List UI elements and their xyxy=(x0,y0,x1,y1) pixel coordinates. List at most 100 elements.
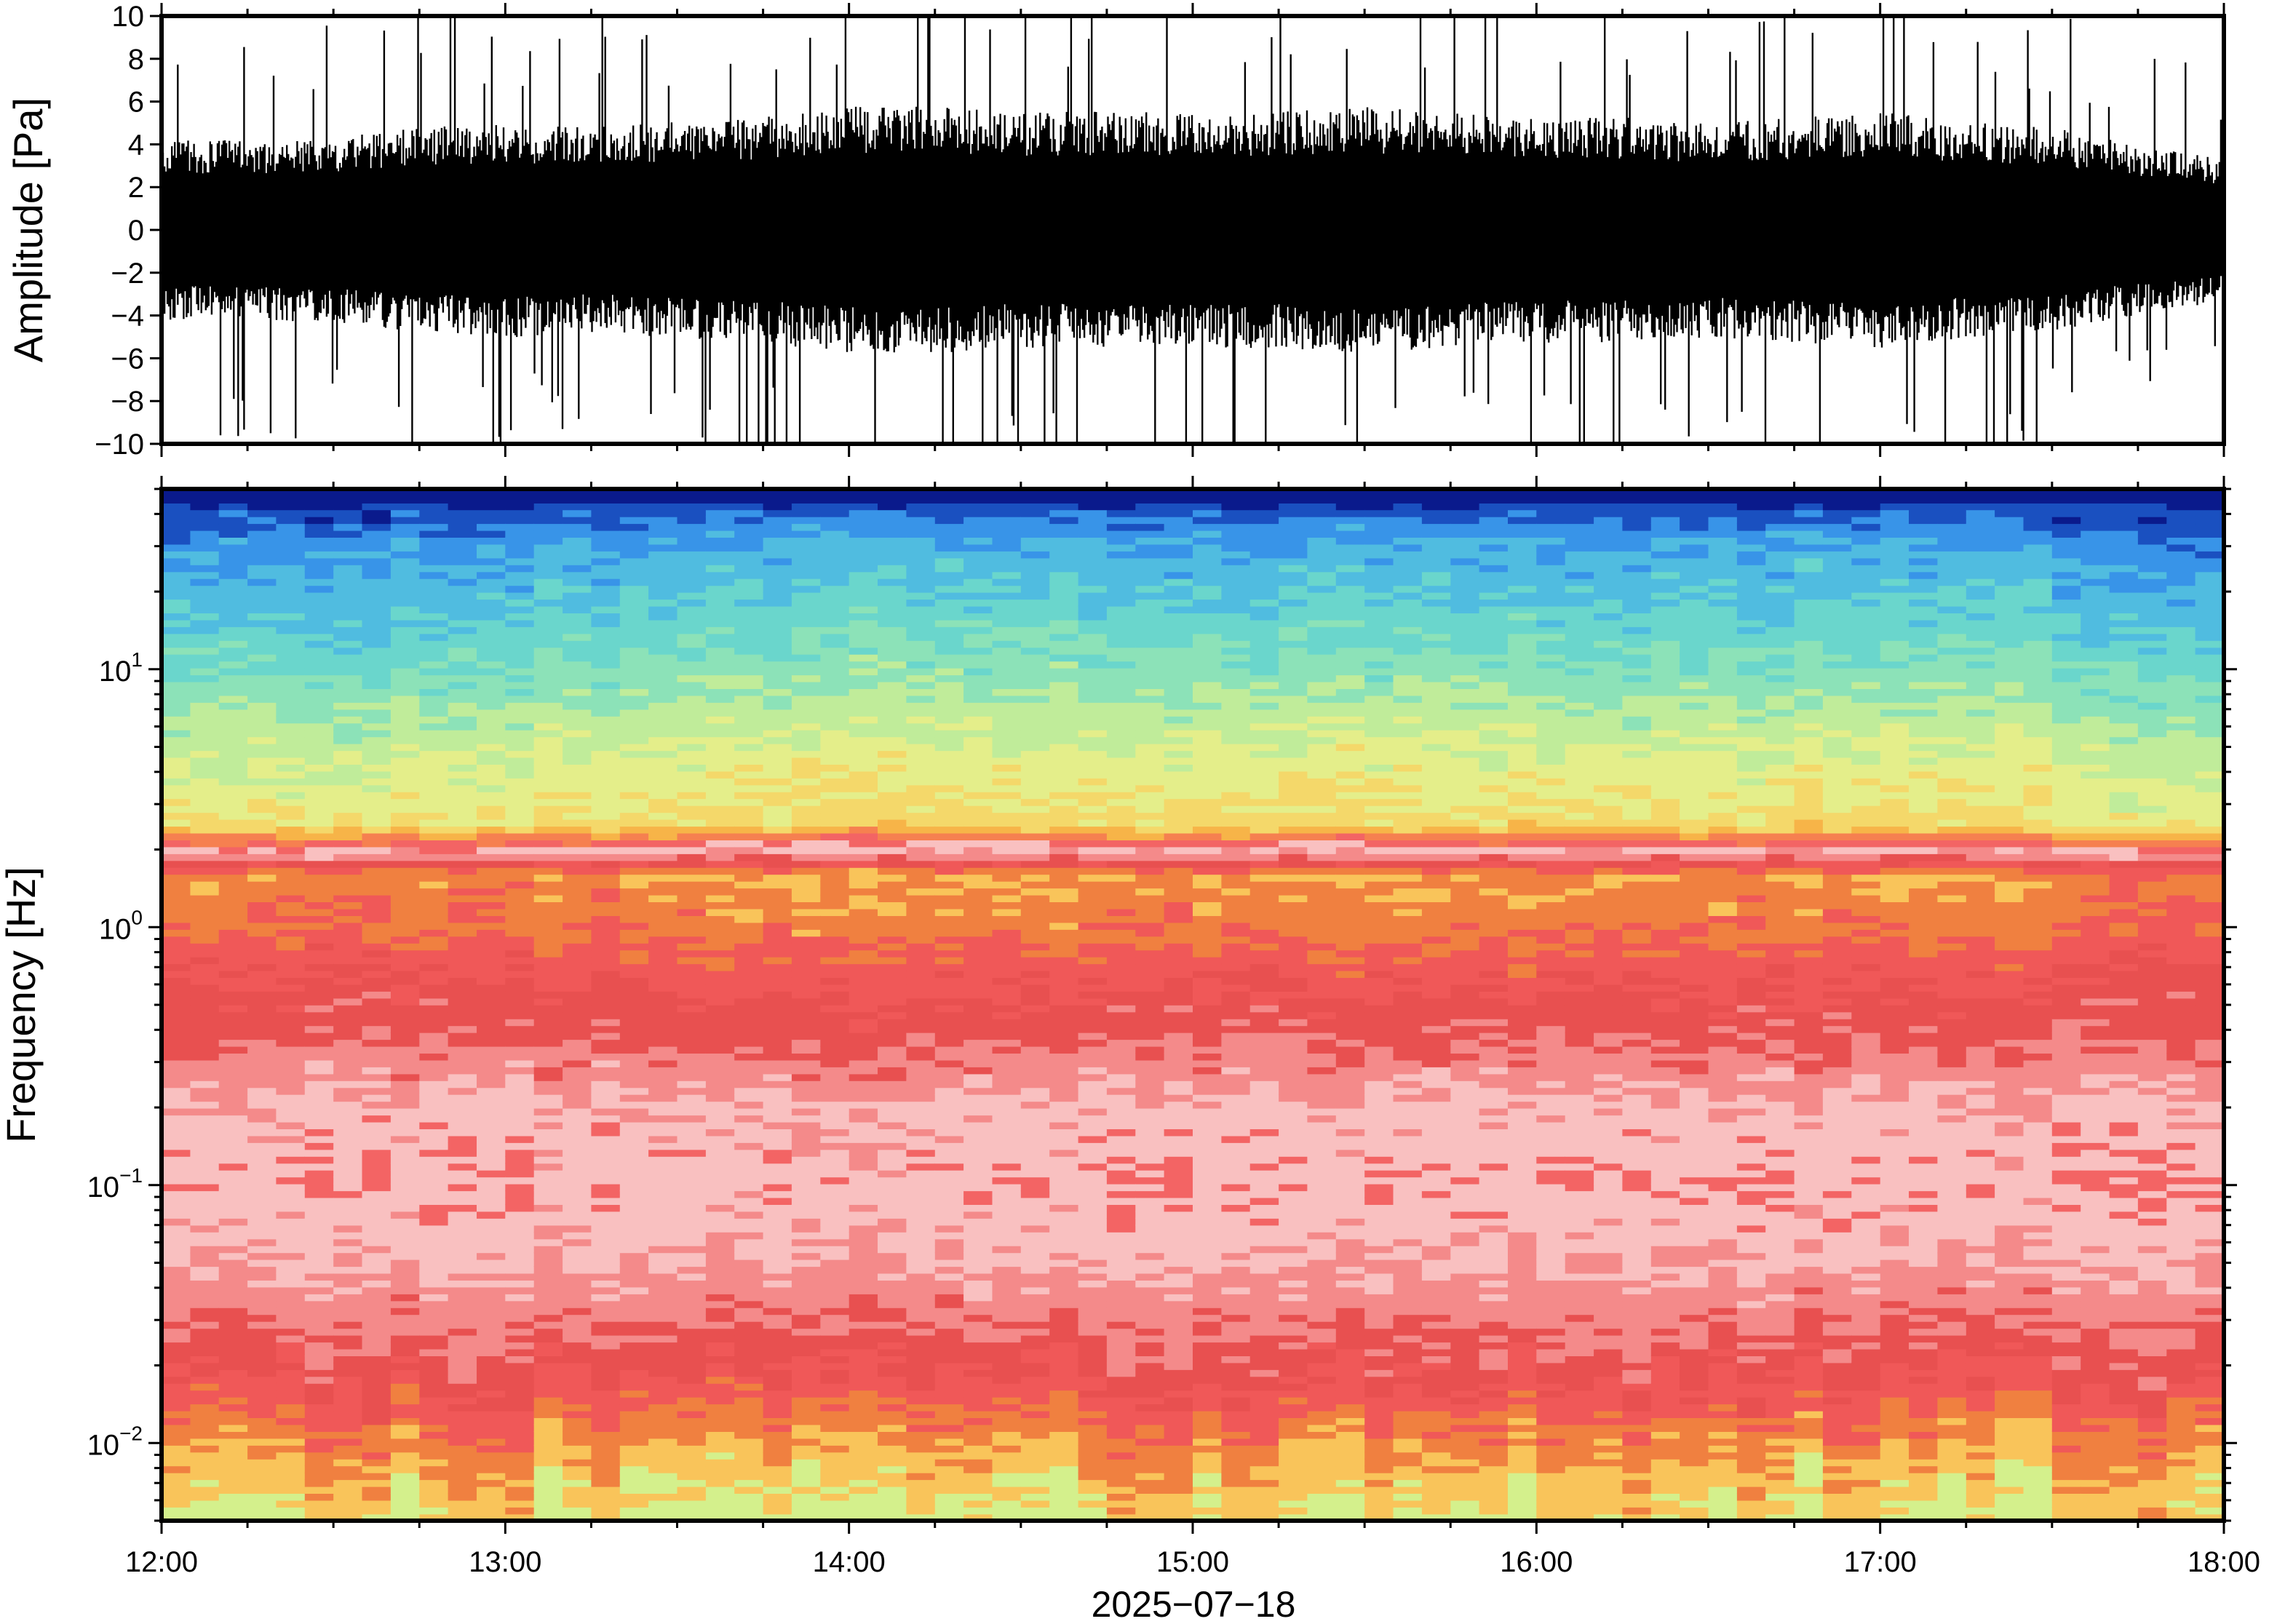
spectrogram-cell xyxy=(963,1149,993,1157)
spectrogram-cell xyxy=(218,1011,248,1019)
spectrogram-cell xyxy=(648,1417,678,1425)
spectrogram-cell xyxy=(276,1018,306,1027)
spectrogram-cell xyxy=(963,1410,993,1418)
spectrogram-cell xyxy=(791,1286,822,1294)
spectrogram-cell xyxy=(1049,1238,1079,1246)
spectrogram-cell xyxy=(218,1149,248,1157)
spectrogram-cell xyxy=(477,963,506,971)
spectrogram-cell xyxy=(992,1115,1022,1123)
spectrogram-cell xyxy=(1078,880,1108,889)
spectrogram-cell xyxy=(705,578,736,586)
spectrogram-cell xyxy=(533,1376,563,1384)
spectrogram-cell xyxy=(533,1149,563,1157)
spectrogram-cell xyxy=(934,647,964,655)
spectrogram-cell xyxy=(705,1410,736,1418)
spectrogram-cell xyxy=(505,1059,535,1067)
spectrogram-cell xyxy=(878,674,907,682)
spectrogram-cell xyxy=(791,1472,822,1481)
spectrogram-cell xyxy=(563,674,592,682)
spectrogram-cell xyxy=(849,1472,878,1481)
spectrogram-cell xyxy=(390,537,421,545)
spectrogram-cell xyxy=(1049,757,1079,765)
spectrogram-cell xyxy=(992,1438,1022,1446)
spectrogram-cell xyxy=(190,1424,220,1432)
spectrogram-cell xyxy=(591,661,621,669)
spectrogram-cell xyxy=(734,874,764,882)
spectrogram-cell xyxy=(247,1225,277,1233)
spectrogram-cell xyxy=(247,826,277,834)
spectrogram-cell xyxy=(448,716,477,724)
spectrogram-cell xyxy=(505,667,535,676)
spectrogram-cell xyxy=(448,1018,477,1027)
spectrogram-cell xyxy=(477,729,506,738)
spectrogram-cell xyxy=(1078,1376,1108,1384)
spectrogram-cell xyxy=(591,688,621,696)
spectrogram-cell xyxy=(563,819,592,827)
spectrogram-cell xyxy=(849,888,878,896)
spectrogram-cell xyxy=(1020,936,1050,944)
spectrogram-cell xyxy=(591,565,621,573)
spectrogram-cell xyxy=(791,1513,822,1521)
spectrogram-cell xyxy=(563,880,592,889)
spectrogram-cell xyxy=(276,667,306,676)
spectrogram-cell xyxy=(333,1218,363,1226)
spectrogram-cell xyxy=(247,853,277,861)
spectrogram-cell xyxy=(533,653,563,662)
spectrogram-cell xyxy=(533,1190,563,1198)
spectrogram-cell xyxy=(218,509,248,517)
spectrogram-cell xyxy=(477,1445,506,1453)
spectrogram-cell xyxy=(276,956,306,965)
spectrogram-cell xyxy=(390,860,421,868)
spectrogram-cell xyxy=(992,1101,1022,1109)
spectrogram-cell xyxy=(276,1059,306,1067)
spectrogram-cell xyxy=(791,1424,822,1432)
spectrogram-cell xyxy=(333,619,363,627)
spectrogram-cell xyxy=(705,1142,736,1150)
spectrogram-cell xyxy=(533,729,563,738)
spectrogram-cell xyxy=(1020,784,1050,792)
spectrogram-cell xyxy=(276,1396,306,1405)
spectrogram-cell xyxy=(190,840,220,848)
spectrogram-cell xyxy=(849,1300,878,1308)
spectrogram-cell xyxy=(963,750,993,758)
spectrogram-cell xyxy=(333,984,363,992)
spectrogram-cell xyxy=(963,998,993,1006)
spectrogram-cell xyxy=(619,963,649,971)
spectrogram-cell xyxy=(390,1280,421,1288)
spectrogram-cell xyxy=(247,1005,277,1013)
spectrogram-cell xyxy=(1020,1390,1050,1398)
spectrogram-cell xyxy=(218,530,248,538)
spectrogram-cell xyxy=(734,840,764,848)
spectrogram-cell xyxy=(791,1417,822,1425)
spectrogram-cell xyxy=(477,880,506,889)
spectrogram-cell xyxy=(820,1273,850,1281)
spectrogram-cell xyxy=(304,667,334,676)
spectrogram-cell xyxy=(591,1067,621,1075)
spectrogram-cell xyxy=(992,1163,1022,1171)
spectrogram-cell xyxy=(390,613,421,621)
spectrogram-cell xyxy=(276,1204,306,1212)
spectrogram-cell xyxy=(477,1073,506,1081)
spectrogram-cell xyxy=(791,1046,822,1054)
spectrogram-cell xyxy=(791,1376,822,1384)
spectrogram-cell xyxy=(992,798,1022,806)
spectrogram-cell xyxy=(906,998,936,1006)
spectrogram-cell xyxy=(563,619,592,627)
spectrogram-cell xyxy=(1078,1500,1108,1508)
spectrogram-cell xyxy=(734,1135,764,1143)
spectrogram-cell xyxy=(1020,653,1050,662)
spectrogram-cell xyxy=(247,998,277,1006)
spectrogram-cell xyxy=(934,1238,964,1246)
spectrogram-cell xyxy=(362,798,392,806)
spectrogram-cell xyxy=(963,1266,993,1274)
spectrogram-cell xyxy=(963,1094,993,1102)
spectrogram-cell xyxy=(190,791,220,800)
spectrogram-cell xyxy=(963,544,993,552)
spectrogram-cell xyxy=(619,750,649,758)
spectrogram-cell xyxy=(791,929,822,937)
spectrogram-cell xyxy=(619,1025,649,1033)
spectrogram-cell xyxy=(820,1245,850,1254)
spectrogram-cell xyxy=(934,1314,964,1322)
spectrogram-cell xyxy=(619,1259,649,1267)
spectrogram-cell xyxy=(619,1053,649,1061)
